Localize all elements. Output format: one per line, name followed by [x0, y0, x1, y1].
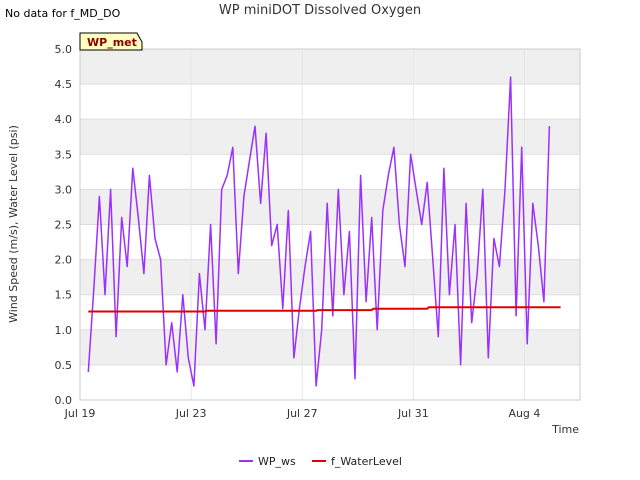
x-axis-ticks: Jul 19 Jul 23 Jul 27 Jul 31 Aug 4: [64, 407, 541, 420]
y-tick-label: 1.0: [55, 324, 73, 337]
chart-title: WP miniDOT Dissolved Oxygen: [218, 3, 422, 18]
y-tick-label: 2.5: [55, 219, 73, 232]
background-bands: [80, 49, 580, 365]
no-data-note: No data for f_MD_DO: [5, 7, 121, 20]
series-line-WP_ws: [87, 76, 551, 387]
y-tick-label: 4.0: [55, 113, 73, 126]
x-tick-label: Jul 19: [64, 407, 96, 420]
y-axis-ticks: 0.0 0.5 1.0 1.5 2.0 2.5 3.0 3.5 4.0 4.5 5.0: [55, 43, 73, 407]
series-line-f_WaterLevel: [88, 306, 561, 313]
background-band: [80, 189, 580, 225]
x-tick-label: Jul 31: [397, 407, 429, 420]
legend-label-ws: WP_ws: [258, 455, 296, 468]
y-tick-label: 3.5: [55, 148, 73, 161]
y-axis-label: Wind Speed (m/s), Water Level (psi): [7, 125, 20, 323]
x-tick-label: Jul 23: [175, 407, 207, 420]
x-axis-label: Time: [551, 423, 579, 436]
background-band: [80, 119, 580, 155]
site-tag: WP_met: [79, 32, 143, 51]
y-tick-label: 2.0: [55, 254, 73, 267]
y-tick-label: 0.5: [55, 359, 73, 372]
legend: WP_ws f_WaterLevel: [239, 455, 402, 468]
legend-label-waterlevel: f_WaterLevel: [331, 455, 402, 468]
plot-frame: [79, 48, 581, 401]
x-tick-label: Aug 4: [508, 407, 540, 420]
y-tick-label: 1.5: [55, 289, 73, 302]
x-tick-label: Jul 27: [286, 407, 318, 420]
site-tag-label: WP_met: [87, 36, 137, 49]
background-band: [80, 329, 580, 365]
y-tick-label: 4.5: [55, 78, 73, 91]
background-band: [80, 49, 580, 85]
y-tick-label: 3.0: [55, 183, 73, 196]
y-tick-label: 0.0: [55, 394, 73, 407]
y-tick-label: 5.0: [55, 43, 73, 56]
series-lines: [87, 76, 561, 387]
